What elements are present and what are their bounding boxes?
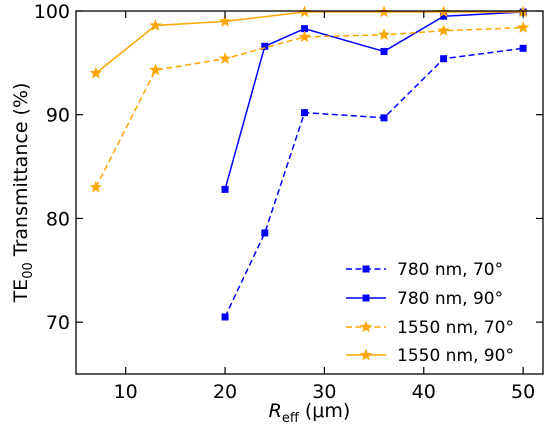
axes-frame xyxy=(75,10,544,375)
data-point xyxy=(516,21,530,33)
x-axis-title-sub: eff xyxy=(282,411,300,426)
x-tick-label: 20 xyxy=(213,381,237,403)
y-axis-title-sub: 00 xyxy=(21,262,36,279)
data-point xyxy=(261,229,269,237)
legend-label: 1550 nm, 90° xyxy=(397,346,514,366)
y-axis-title-rest: Transmittance (%) xyxy=(10,83,32,263)
data-point xyxy=(519,44,527,52)
data-point xyxy=(440,12,448,20)
data-point xyxy=(221,313,229,321)
y-tick-label: 80 xyxy=(46,208,70,230)
data-point xyxy=(437,24,450,36)
data-point xyxy=(380,47,388,55)
x-tick-label: 10 xyxy=(114,381,138,403)
y-tick-label: 100 xyxy=(34,1,70,23)
y-tick-label: 90 xyxy=(46,105,70,127)
x-axis-title: Reff (μm) xyxy=(269,400,351,426)
data-point xyxy=(298,30,311,43)
legend-label: 780 nm, 90° xyxy=(397,289,503,309)
legend-swatch-marker xyxy=(362,265,370,273)
y-tick-label: 70 xyxy=(46,312,70,334)
data-point xyxy=(89,180,103,193)
series-line xyxy=(95,11,524,74)
legend-item: 780 nm, 90° xyxy=(346,289,503,309)
x-tick-label: 30 xyxy=(312,381,336,403)
data-point xyxy=(377,28,391,41)
x-tick-label: 40 xyxy=(412,381,436,403)
data-point xyxy=(218,14,232,27)
series-3 xyxy=(89,21,530,193)
legend-swatch-marker xyxy=(362,294,370,302)
data-point xyxy=(261,42,269,50)
legend-item: 780 nm, 70° xyxy=(346,260,503,280)
data-point xyxy=(301,109,309,117)
data-point xyxy=(301,25,309,33)
legend-item: 1550 nm, 70° xyxy=(346,318,514,338)
ticks-layer: 10 20 30 40 50 70 80 90 100 xyxy=(34,1,543,403)
series-1 xyxy=(221,44,527,321)
y-axis-title-main: TE xyxy=(10,279,32,304)
legend-swatch-marker xyxy=(359,320,373,333)
x-tick-label: 50 xyxy=(511,381,535,403)
series-line xyxy=(95,26,524,188)
legend-label: 780 nm, 70° xyxy=(397,260,503,280)
data-point xyxy=(149,19,162,31)
x-axis-title-unit: (μm) xyxy=(299,400,350,422)
data-point xyxy=(149,63,162,76)
legend-swatch-marker xyxy=(359,348,373,361)
series-2 xyxy=(221,8,527,193)
data-point xyxy=(218,52,232,64)
y-axis-title: TE00 Transmittance (%) xyxy=(10,83,36,304)
legend: 780 nm, 70° 780 nm, 90° 1550 nm, 70° 1550 n… xyxy=(346,260,514,366)
data-point xyxy=(89,66,103,79)
data-point xyxy=(380,114,388,122)
data-point xyxy=(221,185,229,193)
legend-item: 1550 nm, 90° xyxy=(346,346,514,366)
series-line xyxy=(224,11,524,190)
legend-label: 1550 nm, 70° xyxy=(397,318,514,338)
data-point xyxy=(440,55,448,63)
x-axis-title-main: R xyxy=(269,400,282,422)
series-line xyxy=(224,47,524,318)
